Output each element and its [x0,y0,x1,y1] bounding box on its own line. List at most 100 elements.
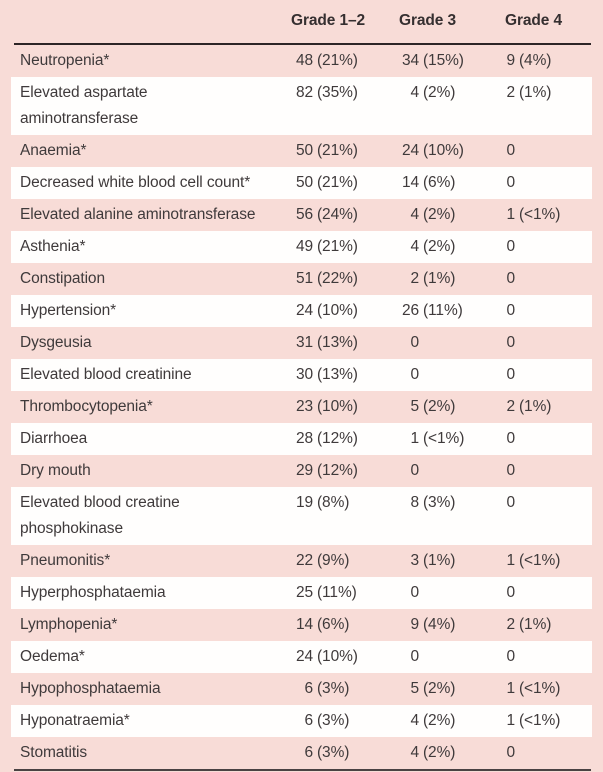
value-count: 19 [295,494,313,511]
value-count: 0 [506,366,515,383]
value-percent: (9%) [317,552,350,569]
value-count: 8 [410,494,419,511]
value-count: 24 [295,302,313,319]
grade-3-value: 2 (1%) [397,263,493,295]
value-percent: (2%) [423,680,456,697]
value-count: 2 [506,84,515,101]
value-count: 1 [506,680,515,697]
value-count: 30 [295,366,313,383]
row-label: Elevated alanine aminotransferase [20,206,256,223]
value-count: 0 [506,334,515,351]
row-label: Pneumonitis* [20,552,111,569]
grade-3-value: 34 (15%) [397,45,493,77]
table-row: Neutropenia* 48 (21%) 34 (15%) 9 (4%) [11,45,592,77]
value-percent: (3%) [317,712,350,729]
table-row: Dry mouth 29 (12%) 0 0 [11,455,592,487]
grade-4-value: 0 [493,577,592,609]
grade-1-2-value: 24 (10%) [291,295,397,327]
row-label: Asthenia* [20,238,86,255]
grade-1-2-value: 22 (9%) [291,545,397,577]
grade-4-value: 9 (4%) [493,45,592,77]
table-row: Hypertension* 24 (10%) 26 (11%) 0 [11,295,592,327]
table-row: Stomatitis 6 (3%) 4 (2%) 0 [11,737,592,769]
table-row: Hyponatraemia* 6 (3%) 4 (2%) 1 (<1%) [11,705,592,737]
grade-1-2-value: 30 (13%) [291,359,397,391]
value-percent: (21%) [317,174,358,191]
grade-3-value: 0 [397,455,493,487]
value-percent: (10%) [317,302,358,319]
value-count: 0 [506,462,515,479]
value-percent: (1%) [423,552,456,569]
grade-4-value: 1 (<1%) [493,673,592,705]
value-count: 1 [506,552,515,569]
value-percent: (12%) [317,462,358,479]
value-percent: (10%) [423,142,464,159]
value-count: 0 [506,648,515,665]
value-percent: (13%) [317,334,358,351]
value-count: 0 [506,174,515,191]
grade-1-2-value: 24 (10%) [291,641,397,673]
row-label: Hypophosphataemia [20,680,161,697]
row-label: Oedema* [20,648,85,665]
grade-1-2-value: 56 (24%) [291,199,397,231]
grade-3-value: 3 (1%) [397,545,493,577]
row-label: Hypertension* [20,302,117,319]
grade-4-value: 0 [493,455,592,487]
grade-4-value: 0 [493,327,592,359]
value-count: 0 [506,584,515,601]
grade-3-value: 4 (2%) [397,705,493,737]
value-count: 0 [410,366,419,383]
value-count: 9 [410,616,419,633]
value-count: 0 [506,142,515,159]
value-percent: (2%) [423,712,456,729]
table-row: Hypophosphataemia 6 (3%) 5 (2%) 1 (<1%) [11,673,592,705]
grade-3-value: 8 (3%) [397,487,493,545]
table-bottom-rule [14,769,591,771]
table-row: Elevated blood creatine phosphokinase 19… [11,487,592,545]
table-row: Anaemia* 50 (21%) 24 (10%) 0 [11,135,592,167]
value-count: 0 [410,462,419,479]
value-count: 4 [410,712,419,729]
table-row: Elevated aspartate aminotransferase 82 (3… [11,77,592,135]
value-percent: (4%) [519,52,552,69]
grade-1-2-value: 31 (13%) [291,327,397,359]
grade-1-2-value: 50 (21%) [291,167,397,199]
grade-1-2-value: 48 (21%) [291,45,397,77]
value-percent: (21%) [317,142,358,159]
value-percent: (2%) [423,206,456,223]
table-row: Dysgeusia 31 (13%) 0 0 [11,327,592,359]
grade-3-value: 5 (2%) [397,673,493,705]
row-label: Elevated blood creatinine [20,366,192,383]
grade-1-2-value: 6 (3%) [291,705,397,737]
value-percent: (1%) [519,398,552,415]
grade-4-value: 2 (1%) [493,391,592,423]
value-count: 56 [295,206,313,223]
value-count: 24 [401,142,419,159]
grade-1-2-value: 6 (3%) [291,737,397,769]
value-count: 2 [506,398,515,415]
grade-3-value: 0 [397,641,493,673]
value-percent: (6%) [423,174,456,191]
value-count: 22 [295,552,313,569]
grade-4-value: 2 (1%) [493,609,592,641]
row-label: Elevated blood creatine phosphokinase [20,494,180,537]
value-count: 14 [295,616,313,633]
grade-3-value: 14 (6%) [397,167,493,199]
value-count: 34 [401,52,419,69]
value-percent: (21%) [317,52,358,69]
value-count: 0 [506,494,515,511]
grade-1-2-value: 25 (11%) [291,577,397,609]
value-count: 0 [506,430,515,447]
grade-1-2-value: 50 (21%) [291,135,397,167]
table-row: Thrombocytopenia* 23 (10%) 5 (2%) 2 (1%) [11,391,592,423]
grade-3-value: 5 (2%) [397,391,493,423]
table-row: Constipation 51 (22%) 2 (1%) 0 [11,263,592,295]
value-count: 1 [410,430,419,447]
grade-4-value: 2 (1%) [493,77,592,135]
value-count: 5 [410,680,419,697]
value-count: 0 [410,334,419,351]
grade-4-value: 0 [493,135,592,167]
value-percent: (2%) [423,84,456,101]
value-count: 0 [410,584,419,601]
